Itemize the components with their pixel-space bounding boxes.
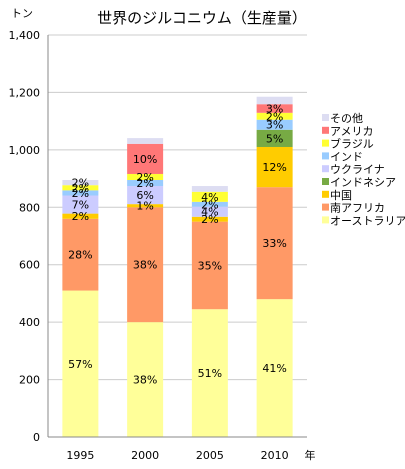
data-label: 10% bbox=[133, 153, 157, 166]
data-label: 51% bbox=[198, 367, 222, 380]
legend-entry: その他 bbox=[330, 112, 363, 125]
y-tick-label: 1,200 bbox=[9, 86, 41, 99]
data-label: 4% bbox=[201, 191, 218, 204]
legend-swatch bbox=[322, 139, 329, 147]
y-tick-label: 1,400 bbox=[9, 29, 41, 42]
bar-segment bbox=[127, 186, 164, 205]
y-tick-label: 400 bbox=[19, 316, 40, 329]
legend-swatch bbox=[322, 165, 329, 173]
legend-entry: ブラジル bbox=[330, 137, 374, 151]
bar-segment bbox=[191, 201, 228, 207]
data-label: 3% bbox=[266, 119, 283, 132]
bar-segment bbox=[191, 221, 228, 310]
bar-segment bbox=[127, 138, 164, 144]
bar-segment bbox=[62, 218, 99, 291]
legend-swatch bbox=[322, 216, 329, 224]
bar-segment bbox=[62, 290, 99, 437]
data-label: 57% bbox=[68, 358, 92, 371]
bar-segment bbox=[62, 190, 99, 196]
x-axis-unit-label: 年 bbox=[305, 448, 316, 462]
bar-segment bbox=[191, 206, 228, 217]
y-tick-label: 800 bbox=[19, 201, 40, 214]
data-label: 2% bbox=[201, 213, 218, 226]
bar-segment bbox=[256, 104, 293, 113]
data-label: 1% bbox=[136, 200, 153, 213]
data-label: 38% bbox=[133, 259, 157, 272]
y-tick-label: 1,000 bbox=[9, 144, 41, 157]
y-axis-unit-label: トン bbox=[11, 7, 33, 20]
bar-segment bbox=[127, 322, 164, 437]
bar-segment bbox=[256, 146, 293, 188]
bar-segment bbox=[127, 204, 164, 208]
bar-segment bbox=[191, 216, 228, 222]
data-label: 6% bbox=[136, 189, 153, 202]
bar-segment bbox=[191, 186, 228, 192]
bar-segment bbox=[62, 213, 99, 219]
data-label: 41% bbox=[262, 362, 286, 375]
bar-segment bbox=[127, 173, 164, 181]
data-label: 33% bbox=[262, 237, 286, 250]
bar-segment bbox=[127, 143, 164, 174]
bar-segment bbox=[62, 195, 99, 214]
bar-segment bbox=[62, 180, 99, 186]
legend-swatch bbox=[322, 178, 329, 185]
legend-entry: 南アフリカ bbox=[330, 202, 385, 215]
x-tick-label: 2010 bbox=[261, 449, 289, 462]
x-tick-label: 2005 bbox=[196, 449, 224, 462]
bar-segment bbox=[256, 119, 293, 130]
data-label: 2% bbox=[136, 177, 153, 190]
bar-segment bbox=[191, 309, 228, 437]
y-tick-label: 600 bbox=[19, 259, 40, 272]
bar-segment bbox=[127, 207, 164, 323]
y-tick-label: 0 bbox=[33, 431, 40, 444]
bar-segment bbox=[191, 191, 228, 202]
data-label: 2% bbox=[72, 182, 89, 195]
legend-entry: インド bbox=[330, 150, 363, 163]
legend-swatch bbox=[322, 190, 329, 198]
bar-segment bbox=[127, 180, 164, 187]
legend-entry: アメリカ bbox=[330, 125, 373, 138]
legend-swatch bbox=[322, 126, 329, 134]
legend-entry: ウクライナ bbox=[330, 163, 385, 176]
legend-swatch bbox=[322, 203, 329, 211]
bar-segment bbox=[256, 299, 293, 437]
data-label: 2% bbox=[72, 187, 89, 200]
data-label: 4% bbox=[201, 206, 218, 219]
data-label: 2% bbox=[72, 210, 89, 223]
data-label: 35% bbox=[198, 259, 222, 272]
chart-title: 世界のジルコニウム（生産量） bbox=[97, 9, 307, 27]
x-tick-label: 1995 bbox=[66, 449, 94, 462]
bar-segment bbox=[256, 187, 293, 300]
bar-segment bbox=[256, 96, 293, 105]
legend-entry: インドネシア bbox=[330, 176, 396, 189]
legend-entry: オーストラリア bbox=[330, 214, 405, 227]
data-label: 38% bbox=[133, 374, 157, 387]
x-tick-label: 2000 bbox=[131, 449, 159, 462]
bar-segment bbox=[256, 112, 293, 120]
data-label: 2% bbox=[72, 177, 89, 190]
legend-swatch bbox=[322, 114, 329, 121]
legend-swatch bbox=[322, 152, 329, 160]
data-label: 12% bbox=[262, 161, 286, 174]
data-label: 28% bbox=[68, 249, 92, 262]
bar-segment bbox=[256, 129, 293, 147]
data-label: 2% bbox=[266, 110, 283, 123]
data-label: 5% bbox=[266, 132, 283, 145]
bar-segment bbox=[62, 185, 99, 191]
data-label: 2% bbox=[201, 198, 218, 211]
y-tick-label: 200 bbox=[19, 374, 40, 387]
data-label: 3% bbox=[266, 103, 283, 116]
legend-entry: 中国 bbox=[330, 189, 352, 202]
data-label: 7% bbox=[72, 199, 89, 212]
data-label: 2% bbox=[136, 171, 153, 184]
